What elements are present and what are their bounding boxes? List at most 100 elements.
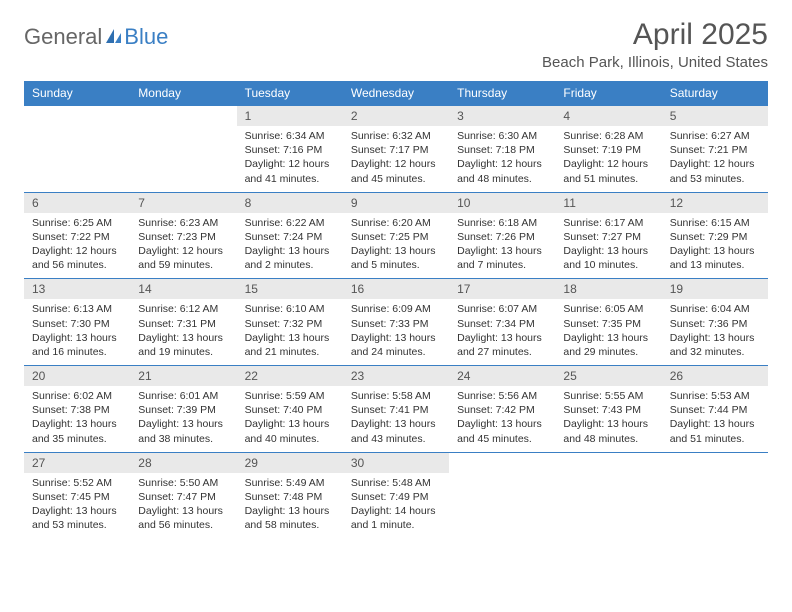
daylight-text: Daylight: 13 hours and 43 minutes.	[351, 417, 441, 445]
day-number: 26	[670, 369, 683, 383]
day-number: 13	[32, 282, 45, 296]
sunrise-text: Sunrise: 6:04 AM	[670, 302, 760, 316]
sunset-text: Sunset: 7:22 PM	[32, 230, 122, 244]
sunset-text: Sunset: 7:31 PM	[138, 317, 228, 331]
day-number: 24	[457, 369, 470, 383]
daylight-text: Daylight: 13 hours and 40 minutes.	[245, 417, 335, 445]
day-content-cell: Sunrise: 5:55 AMSunset: 7:43 PMDaylight:…	[555, 386, 661, 452]
content-row: Sunrise: 5:52 AMSunset: 7:45 PMDaylight:…	[24, 473, 768, 539]
day-number: 30	[351, 456, 364, 470]
day-number-cell: 6	[24, 192, 130, 213]
daylight-text: Daylight: 13 hours and 27 minutes.	[457, 331, 547, 359]
day-number: 23	[351, 369, 364, 383]
dayheader-tue: Tuesday	[237, 81, 343, 106]
day-number: 4	[563, 109, 570, 123]
day-content-cell: Sunrise: 6:02 AMSunset: 7:38 PMDaylight:…	[24, 386, 130, 452]
daylight-text: Daylight: 13 hours and 16 minutes.	[32, 331, 122, 359]
day-number: 7	[138, 196, 145, 210]
sunset-text: Sunset: 7:30 PM	[32, 317, 122, 331]
day-number-cell: 3	[449, 106, 555, 127]
sunrise-text: Sunrise: 6:34 AM	[245, 129, 335, 143]
sunrise-text: Sunrise: 6:30 AM	[457, 129, 547, 143]
day-number: 14	[138, 282, 151, 296]
day-number: 17	[457, 282, 470, 296]
dayheader-fri: Friday	[555, 81, 661, 106]
logo: General Blue	[24, 18, 168, 50]
sunrise-text: Sunrise: 5:59 AM	[245, 389, 335, 403]
day-content-cell: Sunrise: 5:56 AMSunset: 7:42 PMDaylight:…	[449, 386, 555, 452]
day-number-cell: 17	[449, 279, 555, 300]
daynum-row: 12345	[24, 106, 768, 127]
day-content-cell: Sunrise: 5:49 AMSunset: 7:48 PMDaylight:…	[237, 473, 343, 539]
day-number-cell: 29	[237, 452, 343, 473]
sunrise-text: Sunrise: 6:32 AM	[351, 129, 441, 143]
sunrise-text: Sunrise: 5:56 AM	[457, 389, 547, 403]
sunrise-text: Sunrise: 6:10 AM	[245, 302, 335, 316]
day-content-cell: Sunrise: 6:30 AMSunset: 7:18 PMDaylight:…	[449, 126, 555, 192]
sunset-text: Sunset: 7:21 PM	[670, 143, 760, 157]
day-number-cell	[662, 452, 768, 473]
dayheader-thu: Thursday	[449, 81, 555, 106]
day-content-cell	[130, 126, 236, 192]
daylight-text: Daylight: 13 hours and 51 minutes.	[670, 417, 760, 445]
sunrise-text: Sunrise: 6:18 AM	[457, 216, 547, 230]
daynum-row: 20212223242526	[24, 366, 768, 387]
day-content-cell: Sunrise: 6:28 AMSunset: 7:19 PMDaylight:…	[555, 126, 661, 192]
daylight-text: Daylight: 13 hours and 24 minutes.	[351, 331, 441, 359]
daylight-text: Daylight: 13 hours and 7 minutes.	[457, 244, 547, 272]
daylight-text: Daylight: 13 hours and 38 minutes.	[138, 417, 228, 445]
daylight-text: Daylight: 12 hours and 59 minutes.	[138, 244, 228, 272]
sunset-text: Sunset: 7:34 PM	[457, 317, 547, 331]
day-number-cell: 27	[24, 452, 130, 473]
day-number-cell: 15	[237, 279, 343, 300]
day-number-cell: 20	[24, 366, 130, 387]
sunset-text: Sunset: 7:32 PM	[245, 317, 335, 331]
sunrise-text: Sunrise: 5:55 AM	[563, 389, 653, 403]
day-number: 16	[351, 282, 364, 296]
sunrise-text: Sunrise: 5:49 AM	[245, 476, 335, 490]
sunset-text: Sunset: 7:24 PM	[245, 230, 335, 244]
sunset-text: Sunset: 7:23 PM	[138, 230, 228, 244]
day-number: 1	[245, 109, 252, 123]
daylight-text: Daylight: 13 hours and 45 minutes.	[457, 417, 547, 445]
day-number-cell: 25	[555, 366, 661, 387]
daylight-text: Daylight: 13 hours and 56 minutes.	[138, 504, 228, 532]
sunrise-text: Sunrise: 6:09 AM	[351, 302, 441, 316]
logo-word1: General	[24, 24, 102, 50]
sunset-text: Sunset: 7:38 PM	[32, 403, 122, 417]
day-number-cell: 26	[662, 366, 768, 387]
day-number: 22	[245, 369, 258, 383]
sunrise-text: Sunrise: 6:13 AM	[32, 302, 122, 316]
day-content-cell: Sunrise: 6:12 AMSunset: 7:31 PMDaylight:…	[130, 299, 236, 365]
daylight-text: Daylight: 13 hours and 48 minutes.	[563, 417, 653, 445]
daylight-text: Daylight: 13 hours and 2 minutes.	[245, 244, 335, 272]
day-number: 29	[245, 456, 258, 470]
day-number: 3	[457, 109, 464, 123]
daylight-text: Daylight: 12 hours and 45 minutes.	[351, 157, 441, 185]
day-content-cell: Sunrise: 6:32 AMSunset: 7:17 PMDaylight:…	[343, 126, 449, 192]
day-number: 5	[670, 109, 677, 123]
sunset-text: Sunset: 7:17 PM	[351, 143, 441, 157]
daylight-text: Daylight: 13 hours and 53 minutes.	[32, 504, 122, 532]
day-content-cell: Sunrise: 6:04 AMSunset: 7:36 PMDaylight:…	[662, 299, 768, 365]
sunrise-text: Sunrise: 6:12 AM	[138, 302, 228, 316]
day-number-cell: 5	[662, 106, 768, 127]
sunset-text: Sunset: 7:29 PM	[670, 230, 760, 244]
day-number-cell: 13	[24, 279, 130, 300]
dayheader-wed: Wednesday	[343, 81, 449, 106]
sunrise-text: Sunrise: 6:02 AM	[32, 389, 122, 403]
sunset-text: Sunset: 7:42 PM	[457, 403, 547, 417]
day-number-cell	[555, 452, 661, 473]
day-content-cell: Sunrise: 6:25 AMSunset: 7:22 PMDaylight:…	[24, 213, 130, 279]
day-number-cell: 11	[555, 192, 661, 213]
daylight-text: Daylight: 13 hours and 32 minutes.	[670, 331, 760, 359]
day-content-cell: Sunrise: 6:27 AMSunset: 7:21 PMDaylight:…	[662, 126, 768, 192]
sunset-text: Sunset: 7:19 PM	[563, 143, 653, 157]
sunrise-text: Sunrise: 6:07 AM	[457, 302, 547, 316]
day-number-cell: 8	[237, 192, 343, 213]
sunset-text: Sunset: 7:33 PM	[351, 317, 441, 331]
day-number-cell: 22	[237, 366, 343, 387]
logo-sail-icon	[105, 24, 123, 50]
calendar-table: Sunday Monday Tuesday Wednesday Thursday…	[24, 81, 768, 538]
day-content-cell: Sunrise: 6:05 AMSunset: 7:35 PMDaylight:…	[555, 299, 661, 365]
